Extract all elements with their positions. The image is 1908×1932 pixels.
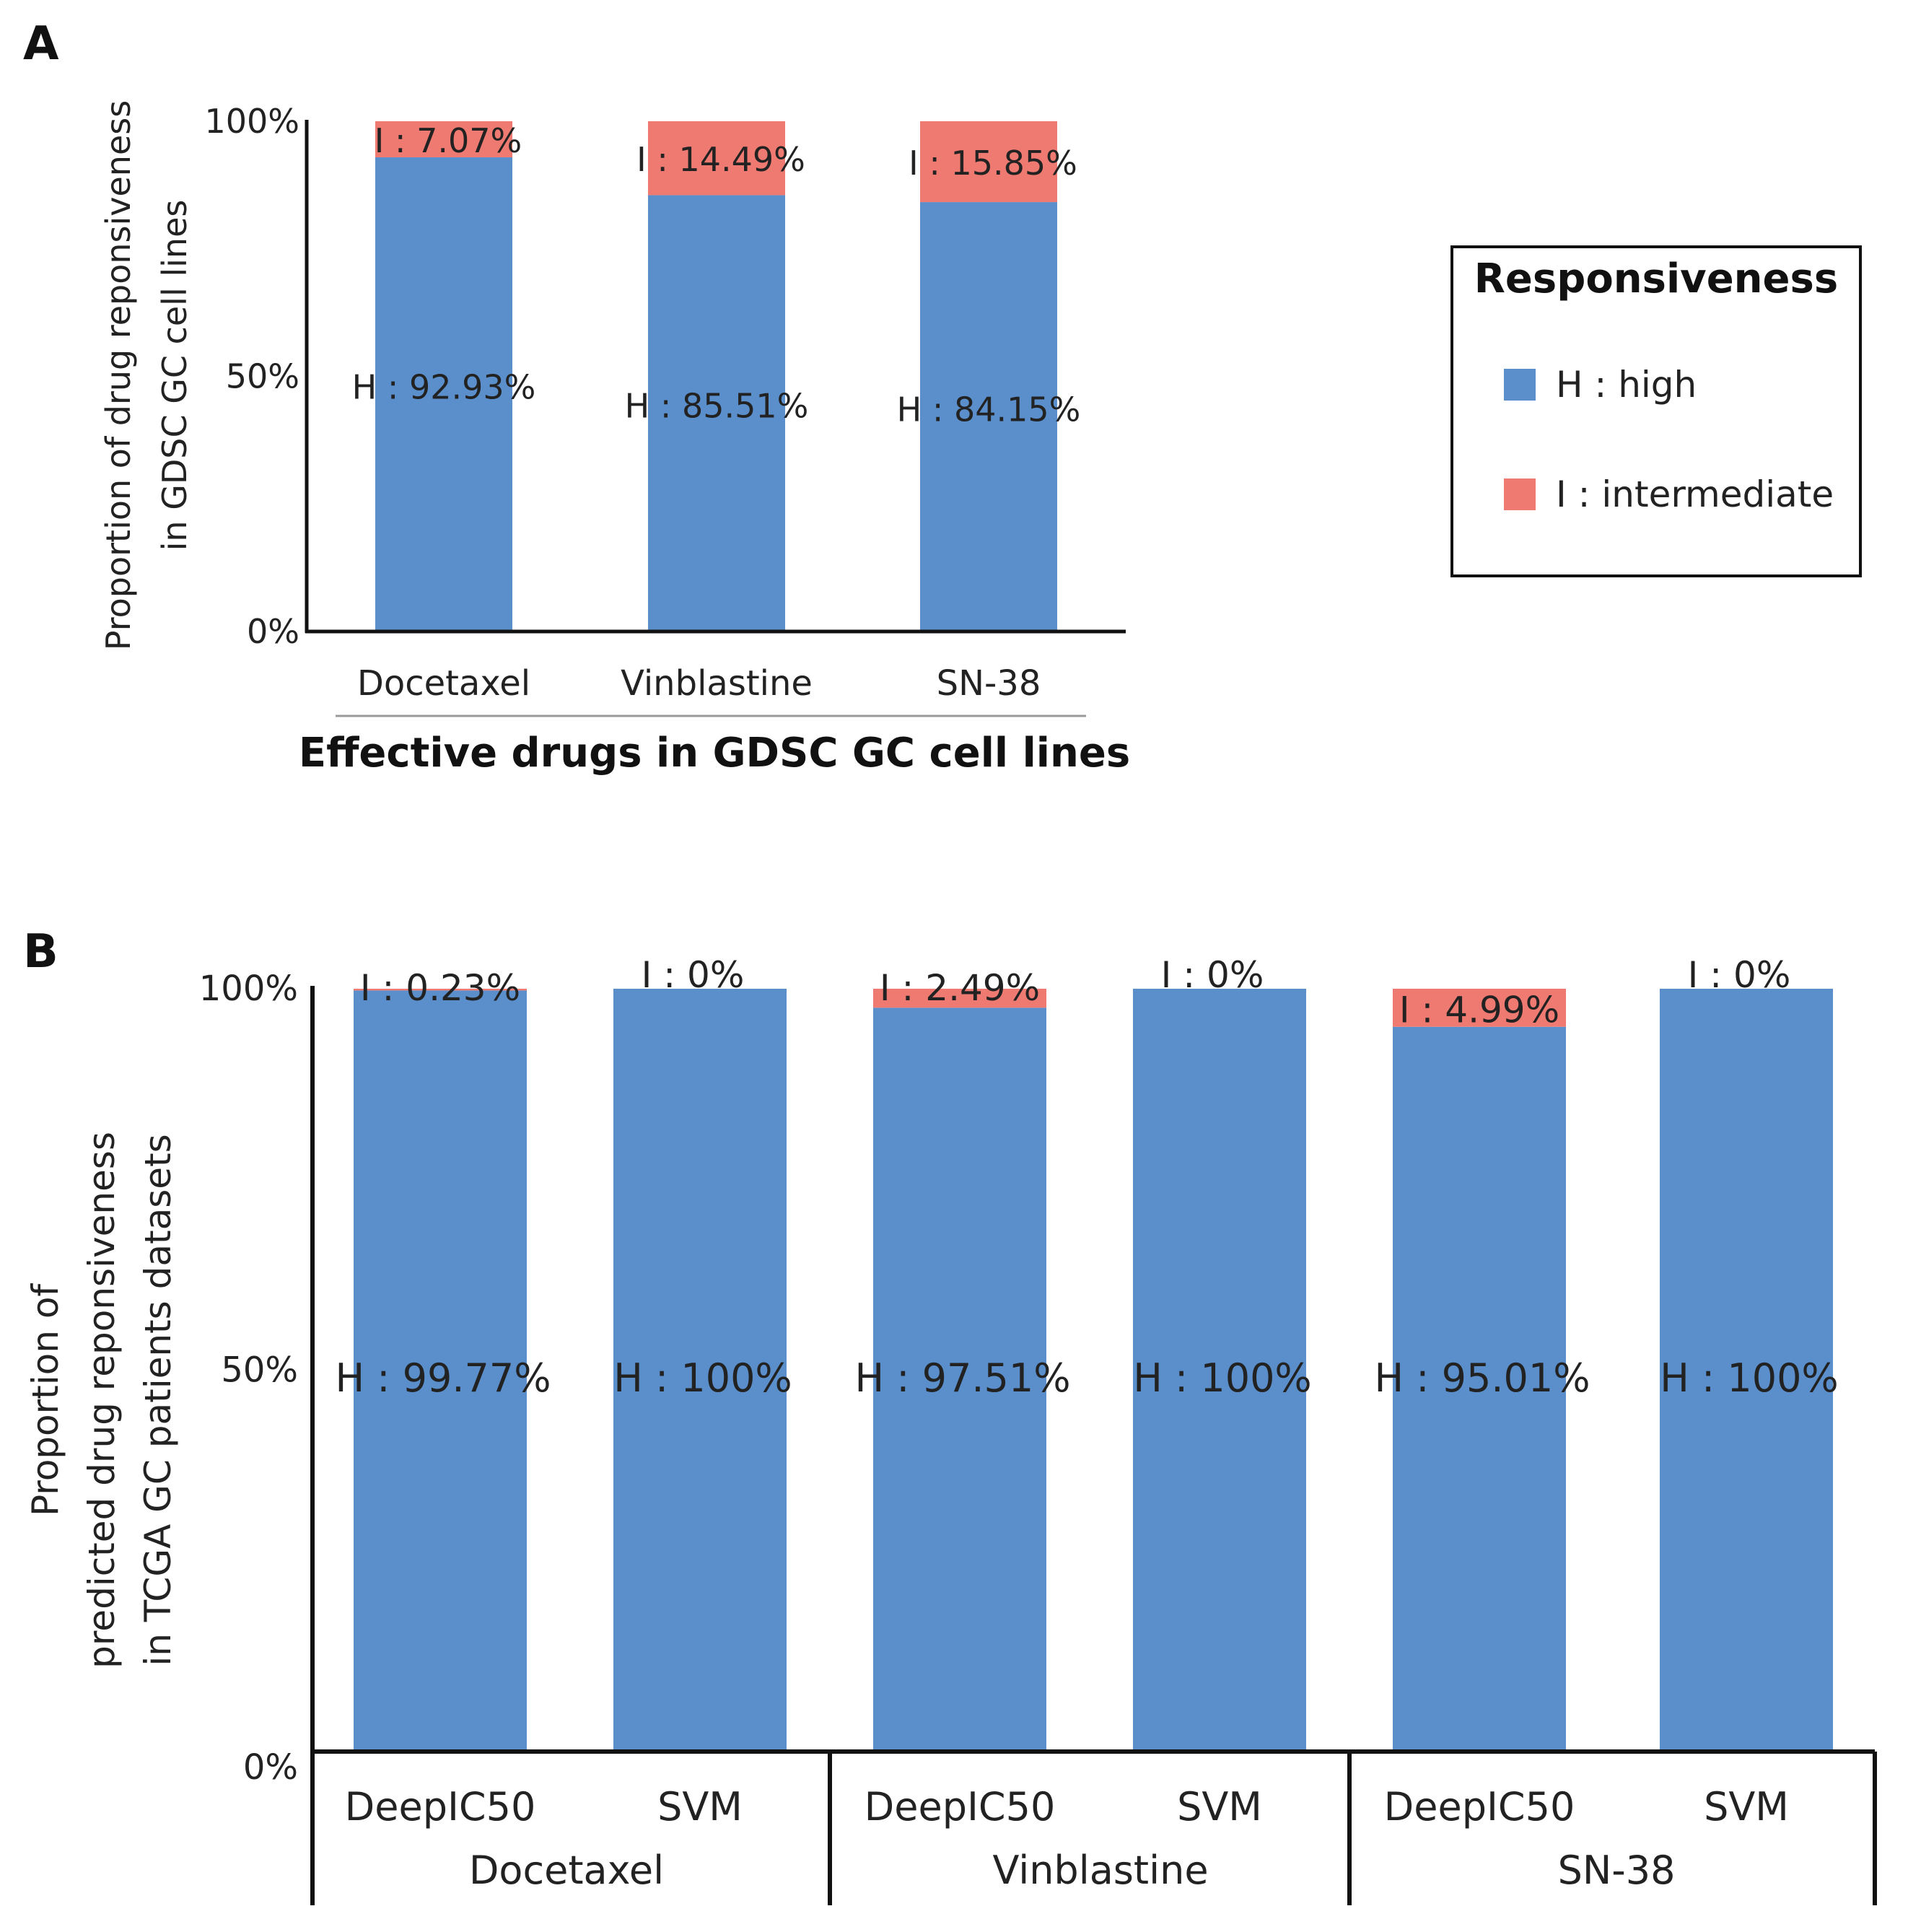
bar-intermediate (375, 121, 512, 157)
x-tick-label: DeepIC50 (865, 1784, 1056, 1830)
group-label: Vinblastine (992, 1848, 1208, 1893)
bar-intermediate (1393, 989, 1566, 1027)
data-label-intermediate: I : 15.85% (909, 144, 1077, 183)
group-label: SN-38 (1558, 1848, 1676, 1893)
y-tick-label: 0% (243, 1747, 298, 1788)
bar-high (1133, 989, 1306, 1752)
data-label-high: H : 97.51% (854, 1355, 1070, 1401)
legend: Responsiveness H : high I : intermediate (1450, 245, 1862, 577)
legend-swatch-high (1504, 369, 1536, 401)
x-axis-title: Effective drugs in GDSC GC cell lines (299, 730, 1130, 777)
data-label-high: H : 100% (613, 1355, 792, 1401)
data-label-intermediate: I : 0% (1161, 954, 1264, 996)
y-axis-title-line: Proportion of drug reponsiveness (99, 100, 138, 650)
bar-intermediate (648, 121, 785, 196)
x-tick-label: Docetaxel (357, 663, 530, 704)
chart-a: 0% 50% 100% H : 92.93% I : 7.07% Docetaxel H :… (99, 100, 1130, 777)
panel-label-b: B (23, 925, 58, 979)
bar-high (1660, 989, 1833, 1752)
x-tick-label: SVM (657, 1784, 743, 1830)
data-label-intermediate: I : 14.49% (636, 140, 805, 179)
x-tick-label: Vinblastine (621, 663, 813, 704)
bar-high (920, 202, 1057, 631)
bar-intermediate (873, 989, 1046, 1008)
data-label-high: H : 84.15% (897, 390, 1081, 429)
data-label-high: H : 100% (1660, 1355, 1839, 1401)
bar-intermediate (354, 989, 527, 991)
y-tick-label: 0% (247, 612, 299, 651)
data-label-intermediate: I : 0% (1688, 954, 1791, 996)
y-axis-title: Proportion of drug reponsiveness in GDSC … (99, 100, 194, 650)
bar-high (873, 1007, 1046, 1752)
y-axis-title: Proportion of predicted drug reponsivenes… (25, 1132, 179, 1669)
data-label-high: H : 92.93% (352, 367, 536, 406)
data-label-high: H : 95.01% (1374, 1355, 1590, 1401)
bar-high (354, 990, 527, 1752)
y-tick-label: 50% (221, 1350, 298, 1391)
legend-item-intermediate: I : intermediate (1504, 473, 1834, 515)
legend-item-high: H : high (1504, 364, 1697, 406)
y-tick-label: 100% (204, 102, 299, 141)
group-label: Docetaxel (469, 1848, 664, 1893)
data-label-intermediate: I : 0% (642, 954, 745, 996)
legend-swatch-intermediate (1504, 478, 1536, 510)
bar-high (1393, 1026, 1566, 1752)
data-label-intermediate: I : 0.23% (360, 967, 520, 1009)
panel-label-a: A (23, 17, 59, 71)
data-label-intermediate: I : 2.49% (880, 967, 1040, 1009)
legend-label-intermediate: I : intermediate (1556, 473, 1834, 515)
data-label-high: H : 99.77% (335, 1355, 551, 1401)
bar-high (613, 989, 787, 1752)
y-axis-title-line: in GDSC GC cell lines (155, 200, 194, 551)
y-axis-title-line: Proportion of (25, 1283, 66, 1516)
legend-title: Responsiveness (1474, 255, 1839, 302)
x-tick-label: SVM (1177, 1784, 1262, 1830)
bar-intermediate (920, 121, 1057, 203)
bar-high (375, 157, 512, 632)
x-tick-label: SVM (1704, 1784, 1789, 1830)
bar-high (648, 195, 785, 631)
y-tick-label: 100% (199, 969, 298, 1009)
y-tick-label: 50% (226, 357, 299, 396)
x-tick-label: DeepIC50 (345, 1784, 536, 1830)
y-axis-title-line: predicted drug reponsiveness (81, 1132, 123, 1669)
data-label-intermediate: I : 7.07% (375, 121, 522, 160)
data-label-high: H : 85.51% (625, 387, 809, 426)
y-axis-title-line: in TCGA GC patients datasets (137, 1134, 179, 1666)
x-tick-label: SN-38 (937, 663, 1041, 704)
data-label-high: H : 100% (1133, 1355, 1312, 1401)
x-tick-label: DeepIC50 (1384, 1784, 1575, 1830)
data-label-intermediate: I : 4.99% (1399, 989, 1559, 1031)
legend-label-high: H : high (1556, 364, 1697, 406)
